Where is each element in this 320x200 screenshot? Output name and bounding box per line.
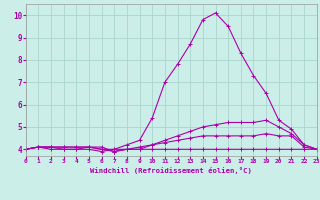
- X-axis label: Windchill (Refroidissement éolien,°C): Windchill (Refroidissement éolien,°C): [90, 167, 252, 174]
